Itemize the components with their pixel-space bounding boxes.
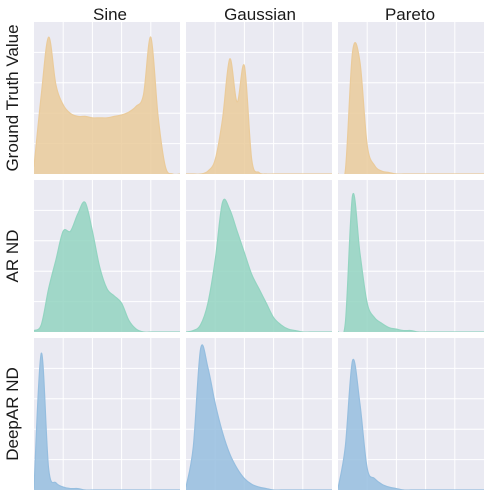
panel-ground-truth-pareto — [338, 22, 484, 174]
density-curve — [338, 42, 484, 174]
column-title-gaussian: Gaussian — [224, 5, 296, 24]
row-label-deepar-nd: DeepAR ND — [3, 367, 22, 461]
row-labels: Ground Truth Value AR ND DeepAR ND — [3, 24, 22, 460]
density-curve — [34, 352, 180, 490]
panel-gridlines — [338, 338, 484, 490]
density-area — [186, 199, 332, 332]
panel-deepar-nd-gaussian — [186, 338, 332, 490]
column-title-sine: Sine — [93, 5, 127, 24]
density-curve — [34, 36, 180, 174]
density-curve — [186, 198, 332, 332]
density-curve — [34, 201, 180, 332]
density-curve — [338, 192, 484, 332]
density-area — [34, 353, 180, 490]
panel-gridlines — [338, 180, 484, 332]
panel-ar-nd-gaussian — [186, 180, 332, 332]
panel-background — [34, 338, 180, 490]
column-title-pareto: Pareto — [385, 5, 435, 24]
panel-gridlines — [186, 22, 332, 174]
density-curve — [186, 58, 332, 174]
density-area — [186, 58, 332, 174]
density-curve — [186, 344, 332, 490]
panels — [34, 22, 484, 490]
density-area — [338, 193, 484, 332]
density-curve — [338, 358, 484, 490]
panel-ar-nd-pareto — [338, 180, 484, 332]
density-area — [186, 344, 332, 490]
panel-ar-nd-sine — [34, 180, 180, 332]
panel-gridlines — [34, 338, 180, 490]
density-area — [338, 359, 484, 490]
panel-ground-truth-gaussian — [186, 22, 332, 174]
panel-gridlines — [338, 22, 484, 174]
panel-deepar-nd-sine — [34, 338, 180, 490]
column-titles: Sine Gaussian Pareto — [93, 5, 435, 24]
panel-ground-truth-sine — [34, 22, 180, 174]
panel-deepar-nd-pareto — [338, 338, 484, 490]
density-area — [34, 37, 180, 174]
density-area — [34, 201, 180, 332]
panel-background — [186, 22, 332, 174]
row-label-ground-truth: Ground Truth Value — [3, 24, 22, 171]
row-label-ar-nd: AR ND — [3, 230, 22, 283]
